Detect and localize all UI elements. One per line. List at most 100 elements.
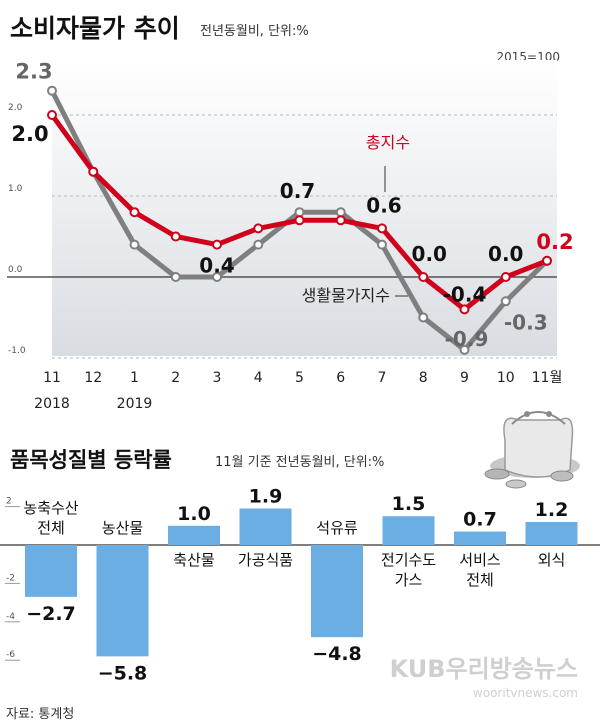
point-living-index: [253, 239, 264, 250]
point-total-index: [47, 110, 57, 120]
category-label: 전체: [37, 519, 65, 537]
y-tick-label: 1.0: [8, 184, 23, 194]
bar: [525, 521, 578, 545]
line-data-labels: 2.02.30.40.70.60.0-0.40.00.2-0.9-0.3: [11, 60, 573, 351]
category-label: 축산물: [173, 551, 214, 569]
line-chart-title: 소비자물가 추이: [10, 14, 180, 43]
category-label: 전기수도: [381, 551, 436, 569]
x-tick-label: 7: [378, 370, 387, 386]
data-label: -0.9: [445, 327, 489, 351]
bar-chart: 품목성질별 등락률 11월 기준 전년동월비, 단위:% 2 -2 -4 -6 −2.…: [0, 411, 600, 684]
point-total-index: [253, 223, 264, 234]
x-tick-label: 11월: [532, 370, 563, 386]
bar-value-label: 1.5: [392, 493, 426, 515]
data-label: -0.3: [504, 310, 548, 334]
data-label: -0.4: [443, 282, 487, 306]
point-living-index: [170, 272, 181, 282]
category-label: 농산물: [102, 519, 143, 537]
point-total-index: [212, 239, 222, 250]
y-tick-label: 2.0: [8, 103, 23, 113]
point-total-index: [294, 215, 305, 226]
purse-icon: [484, 411, 580, 489]
point-living-index: [500, 296, 511, 307]
bar-y-tick-label: -2: [6, 573, 15, 583]
x-tick-label: 4: [254, 370, 263, 386]
bar-y-tick-label: -4: [6, 612, 15, 622]
x-tick-label: 5: [295, 370, 304, 386]
y-tick-label: -1.0: [8, 346, 26, 356]
line-chart: 소비자물가 추이 전년동월비, 단위:% 2015=100 2.01.00.0-…: [7, 14, 574, 412]
line-grid: 2.0 1.0 0.0 -1.0: [7, 103, 557, 359]
bar: [239, 508, 292, 545]
point-living-index: [459, 344, 470, 355]
bar-value-label: −4.8: [312, 643, 362, 665]
point-total-index: [335, 215, 346, 226]
line-series-group: [47, 85, 552, 355]
point-living-index: [377, 239, 387, 250]
data-label: 0.2: [536, 230, 573, 254]
data-label: 0.6: [366, 193, 401, 217]
bar-group: [25, 508, 578, 657]
category-label: 외식: [538, 551, 566, 569]
x-tick-label: 6: [336, 370, 345, 386]
bar-value-label: 1.0: [177, 503, 211, 525]
data-label: 2.3: [15, 60, 52, 84]
bar: [168, 525, 220, 545]
legend-living-index: 생활물가지수: [302, 286, 390, 305]
bar: [382, 516, 435, 545]
bar-y-tick-label: 2: [6, 497, 12, 507]
x-tick-label: 9: [460, 370, 469, 386]
category-label: 가공식품: [238, 551, 293, 569]
bar-value-label: 0.7: [463, 509, 497, 531]
point-total-index: [129, 207, 140, 218]
point-total-index: [170, 231, 181, 242]
bar-grid: 2 -2 -4 -6: [0, 497, 600, 661]
x-tick-label: 3: [213, 370, 222, 386]
watermark-url: wooritvnews.com: [473, 686, 578, 700]
point-total-index: [459, 304, 470, 315]
bar-value-label: −2.7: [26, 603, 76, 625]
bar-value-label: −5.8: [98, 662, 148, 684]
bar: [25, 545, 77, 597]
watermark-logo: KUB우리방송뉴스 wooritvnews.com: [390, 655, 578, 700]
x-tick-label: 10: [497, 370, 515, 386]
point-living-index: [418, 312, 429, 323]
bar-chart-title: 품목성질별 등락률: [10, 448, 172, 472]
category-label: 서비스: [459, 551, 501, 569]
bar: [311, 545, 363, 638]
data-label: 0.7: [280, 179, 315, 203]
category-label: 가스: [395, 571, 423, 589]
point-living-index: [212, 272, 222, 282]
point-total-index: [377, 223, 387, 234]
x-tick-label: 1: [130, 370, 139, 386]
x-tick-label: 8: [419, 370, 428, 386]
y-tick-label: 0.0: [8, 265, 23, 275]
point-total-index: [88, 166, 99, 177]
data-label: 0.0: [412, 242, 447, 266]
category-label: 농축수산: [23, 499, 78, 517]
point-total-index: [500, 272, 511, 282]
bar-value-label: 1.9: [249, 486, 283, 508]
bar-value-label: 1.2: [535, 499, 569, 521]
point-living-index: [47, 85, 57, 96]
category-label: 전체: [466, 571, 494, 589]
data-label: 0.4: [199, 254, 234, 278]
point-living-index: [294, 207, 305, 218]
bar: [96, 545, 149, 657]
category-label: 석유류: [316, 519, 358, 537]
x-tick-label: 11: [43, 370, 61, 386]
bar-y-tick-label: -6: [6, 650, 15, 660]
bar: [454, 531, 506, 545]
data-label: 2.0: [11, 122, 48, 146]
x-tick-label: 12: [84, 370, 102, 386]
bar-chart-subtitle: 11월 기준 전년동월비, 단위:%: [215, 455, 384, 470]
data-label: 0.0: [488, 242, 523, 266]
watermark-text: KUB우리방송뉴스: [390, 655, 578, 683]
point-living-index: [129, 239, 140, 250]
legend-total-index: 총지수: [366, 133, 410, 152]
year-label: 2019: [117, 396, 153, 412]
point-total-index: [418, 272, 429, 282]
